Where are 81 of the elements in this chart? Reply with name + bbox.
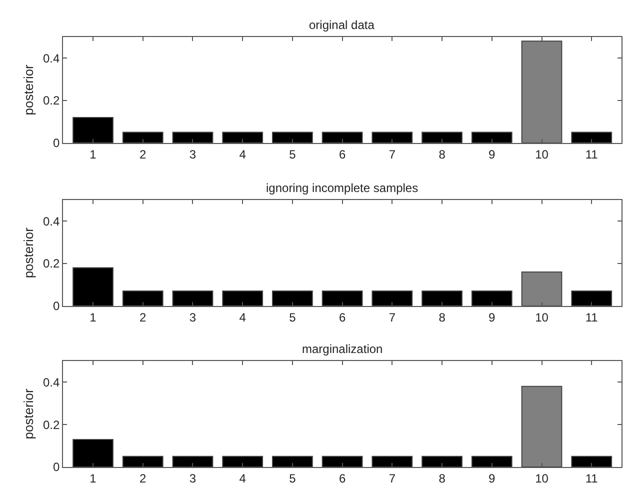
chart-title: ignoring incomplete samples bbox=[266, 181, 418, 195]
x-tick-label: 1 bbox=[90, 471, 97, 486]
y-tick-label: 0.4 bbox=[43, 214, 60, 228]
x-tick-label: 3 bbox=[189, 147, 196, 162]
bar bbox=[422, 290, 462, 306]
x-tick-label: 6 bbox=[338, 147, 346, 162]
bar bbox=[272, 456, 313, 467]
bar bbox=[422, 456, 462, 467]
bar bbox=[322, 290, 363, 306]
bar bbox=[222, 132, 264, 143]
y-tick-label: 0.2 bbox=[43, 418, 60, 432]
x-tick-label: 8 bbox=[438, 310, 446, 324]
y-tick-label: 0.4 bbox=[43, 375, 60, 390]
x-tick-label: 11 bbox=[585, 147, 598, 162]
bar bbox=[471, 456, 512, 467]
x-tick-label: 2 bbox=[140, 310, 147, 324]
bar bbox=[322, 132, 363, 143]
x-tick-label: 4 bbox=[239, 310, 246, 324]
x-tick-label: 9 bbox=[488, 147, 496, 162]
bar bbox=[471, 132, 512, 143]
bar bbox=[172, 132, 214, 143]
x-tick-label: 3 bbox=[189, 310, 196, 324]
y-axis-title: posterior bbox=[20, 64, 36, 116]
bar bbox=[471, 290, 512, 306]
y-tick-label: 0 bbox=[53, 460, 60, 474]
y-tick-label: 0.4 bbox=[43, 51, 60, 66]
bar bbox=[122, 290, 164, 306]
bar bbox=[372, 456, 413, 467]
x-tick-label: 8 bbox=[438, 147, 446, 162]
x-tick-label: 6 bbox=[338, 310, 346, 324]
x-tick-label: 6 bbox=[338, 471, 346, 486]
bar bbox=[72, 267, 114, 306]
x-tick-label: 7 bbox=[388, 310, 396, 324]
bar bbox=[372, 290, 413, 306]
x-tick-label: 11 bbox=[585, 471, 598, 486]
bar bbox=[122, 132, 164, 143]
bar bbox=[521, 271, 562, 306]
bar bbox=[372, 132, 413, 143]
y-axis-title: posterior bbox=[20, 388, 36, 440]
x-tick-label: 3 bbox=[189, 471, 196, 486]
bar bbox=[172, 456, 214, 467]
x-tick-label: 2 bbox=[140, 147, 147, 162]
y-axis-title: posterior bbox=[20, 226, 36, 278]
bar bbox=[571, 290, 612, 306]
bar bbox=[272, 290, 313, 306]
y-tick-label: 0.2 bbox=[43, 94, 60, 108]
bar bbox=[422, 132, 462, 143]
bar bbox=[272, 132, 313, 143]
bar bbox=[571, 132, 612, 143]
x-tick-label: 5 bbox=[289, 471, 296, 486]
x-tick-label: 9 bbox=[488, 471, 496, 486]
bar bbox=[172, 290, 214, 306]
bar bbox=[521, 386, 562, 467]
chart-title: original data bbox=[309, 18, 375, 32]
x-tick-label: 10 bbox=[535, 471, 549, 486]
x-tick-label: 1 bbox=[90, 147, 97, 162]
y-tick-label: 0 bbox=[53, 136, 60, 150]
x-tick-label: 9 bbox=[488, 310, 496, 324]
bar bbox=[571, 456, 612, 467]
bar bbox=[521, 40, 562, 143]
bar bbox=[222, 456, 264, 467]
x-tick-label: 1 bbox=[90, 310, 97, 324]
x-tick-label: 10 bbox=[535, 147, 549, 162]
bar bbox=[72, 116, 114, 143]
y-tick-label: 0.2 bbox=[43, 256, 60, 271]
x-tick-label: 7 bbox=[388, 471, 396, 486]
chart-title: marginalization bbox=[302, 342, 383, 356]
x-tick-label: 7 bbox=[388, 147, 396, 162]
bar bbox=[322, 456, 363, 467]
x-tick-label: 4 bbox=[239, 471, 246, 486]
y-tick-label: 0 bbox=[53, 299, 60, 314]
bar bbox=[222, 290, 264, 306]
x-tick-label: 10 bbox=[535, 310, 549, 324]
bar bbox=[72, 438, 114, 467]
x-tick-label: 11 bbox=[585, 310, 598, 324]
bar bbox=[122, 456, 164, 467]
x-tick-label: 2 bbox=[140, 471, 147, 486]
x-tick-label: 5 bbox=[289, 310, 296, 324]
x-tick-label: 5 bbox=[289, 147, 296, 162]
x-tick-label: 4 bbox=[239, 147, 246, 162]
x-tick-label: 8 bbox=[438, 471, 446, 486]
